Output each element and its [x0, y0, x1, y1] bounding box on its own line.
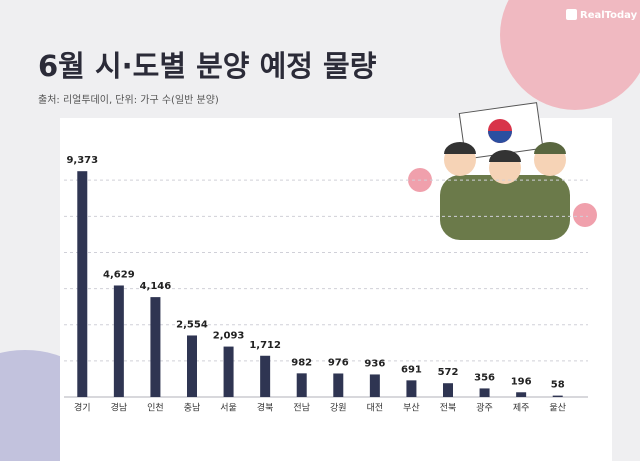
value-label: 2,093 — [213, 331, 245, 342]
x-tick-label: 충남 — [184, 403, 201, 414]
x-tick-label: 인천 — [147, 403, 164, 414]
brand-icon — [566, 9, 577, 20]
value-label: 982 — [291, 357, 312, 368]
value-label: 4,629 — [103, 269, 135, 280]
bar — [187, 335, 197, 397]
illustration — [408, 102, 597, 240]
x-tick-label: 제주 — [513, 403, 530, 414]
chart-title: 6월 시·도별 분양 예정 물량 — [38, 49, 377, 83]
bar — [223, 346, 234, 397]
bar — [406, 380, 417, 397]
x-tick-label: 강원 — [330, 403, 347, 414]
value-label: 58 — [551, 380, 565, 391]
x-tick-label: 부산 — [403, 403, 420, 414]
value-label: 356 — [474, 372, 495, 383]
value-label: 572 — [438, 367, 459, 378]
value-label: 4,146 — [140, 281, 172, 292]
bar — [443, 383, 453, 397]
bar — [113, 285, 124, 397]
value-label: 9,373 — [66, 155, 98, 166]
x-tick-label: 울산 — [549, 403, 566, 414]
value-label: 1,712 — [249, 340, 281, 351]
pink-circle — [500, 0, 640, 110]
value-label: 691 — [401, 364, 422, 375]
x-tick-label: 경북 — [257, 402, 274, 414]
bar — [552, 395, 563, 397]
bar — [150, 297, 161, 397]
x-tick-label: 광주 — [476, 402, 493, 414]
brand-logo: RealToday — [566, 9, 638, 21]
x-tick-label: 대전 — [367, 403, 384, 414]
bar — [479, 388, 490, 397]
bar — [296, 373, 307, 397]
bar — [333, 373, 344, 397]
x-tick-label: 서울 — [220, 403, 237, 414]
x-tick-label: 경남 — [111, 402, 128, 414]
x-tick-label: 경기 — [74, 402, 91, 414]
bar — [516, 392, 527, 397]
bar — [260, 355, 271, 397]
chart-subtitle: 출처: 리얼투데이, 단위: 가구 수(일반 분양) — [38, 93, 219, 106]
bar — [77, 171, 88, 397]
value-label: 2,554 — [176, 319, 208, 330]
bar — [369, 374, 380, 397]
value-label: 976 — [328, 357, 349, 368]
brand-name: RealToday — [580, 10, 638, 21]
value-label: 196 — [511, 376, 532, 387]
value-label: 936 — [364, 358, 385, 369]
x-tick-label: 전남 — [293, 403, 310, 414]
x-tick-label: 전북 — [440, 403, 457, 414]
